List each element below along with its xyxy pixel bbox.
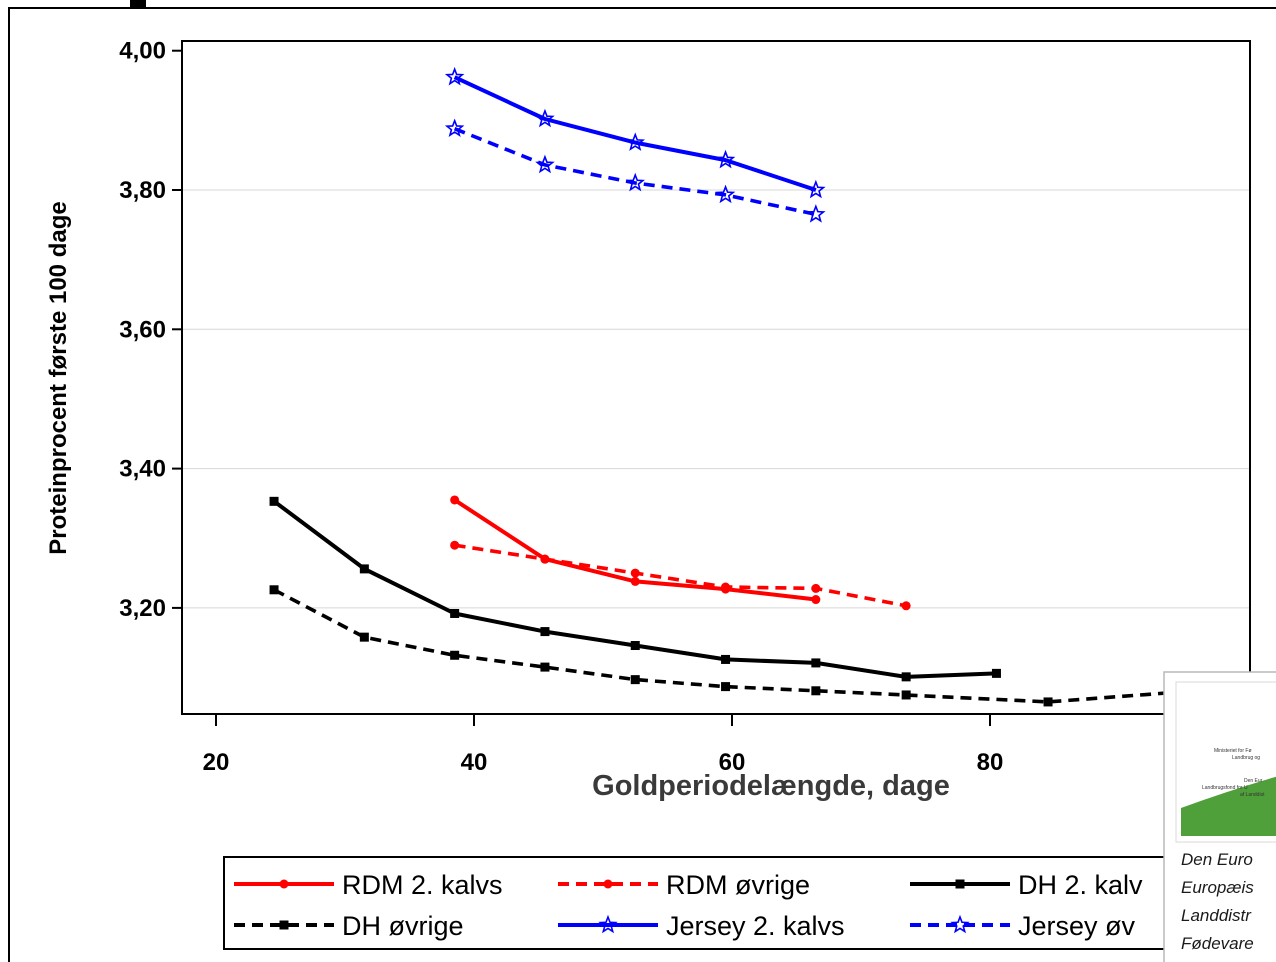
y-tick-label-1: 3,40 xyxy=(119,456,166,483)
data-point-3-7 xyxy=(901,690,911,700)
data-point-5-3 xyxy=(715,184,736,204)
overlay-text-4: Fødevare xyxy=(1181,934,1254,953)
logo-overlay: Ministeriet for Fø Landbrug og Den Eur L… xyxy=(1163,671,1276,962)
data-point-2-2 xyxy=(450,608,460,618)
overlay-text-1: Den Euro xyxy=(1181,850,1253,869)
data-point-1-0 xyxy=(450,540,460,550)
y-tick-label-2: 3,60 xyxy=(119,316,166,343)
logo-green-swoosh xyxy=(1181,776,1276,836)
data-point-0-2 xyxy=(630,576,640,586)
data-point-5-0 xyxy=(444,118,465,137)
x-tick-label-1: 40 xyxy=(461,749,488,776)
data-point-2-3 xyxy=(540,627,550,637)
data-point-2-5 xyxy=(721,654,731,664)
series-line-4 xyxy=(453,75,817,192)
legend-label-3: DH øvrige xyxy=(342,911,464,941)
data-point-3-8 xyxy=(1043,697,1053,707)
logo-line-2: Landbrug og xyxy=(1232,755,1260,761)
logo-line-3: Den Eur xyxy=(1244,778,1263,784)
data-point-1-5 xyxy=(901,601,911,611)
legend-item-1: RDM øvrige xyxy=(558,870,810,900)
legend-label-4: Jersey 2. kalvs xyxy=(666,911,845,941)
data-point-3-0 xyxy=(269,585,279,595)
data-point-4-4 xyxy=(806,179,826,199)
legend: RDM 2. kalvs RDM øvrige DH 2. kalv DH øvrig… xyxy=(234,870,1143,941)
legend-marker-1 xyxy=(603,879,613,889)
data-point-4-1 xyxy=(535,108,555,128)
series-line-3 xyxy=(273,588,1178,704)
logo-line-1: Ministeriet for Fø xyxy=(1214,748,1252,754)
data-point-2-1 xyxy=(359,564,369,574)
legend-item-3: DH øvrige xyxy=(234,911,464,941)
data-point-1-2 xyxy=(630,568,640,578)
data-point-2-8 xyxy=(991,668,1001,678)
legend-item-4: Jersey 2. kalvs xyxy=(558,911,845,941)
y-tick-label-4: 4,00 xyxy=(119,38,166,65)
x-tick-label-0: 20 xyxy=(203,749,230,776)
series-line-5 xyxy=(453,127,817,217)
data-point-2-7 xyxy=(901,672,911,682)
data-point-3-1 xyxy=(359,632,369,642)
data-point-1-1 xyxy=(540,554,550,564)
grid-lines xyxy=(183,189,1249,609)
x-axis: 20 40 60 80 xyxy=(203,714,1004,776)
data-point-5-2 xyxy=(625,172,645,192)
y-axis: 3,20 3,40 3,60 3,80 4,00 xyxy=(119,38,182,622)
y-tick-label-3: 3,80 xyxy=(119,177,166,204)
data-point-1-3 xyxy=(721,582,731,592)
data-point-3-6 xyxy=(811,686,821,696)
data-point-2-4 xyxy=(630,641,640,651)
data-point-4-0 xyxy=(444,66,465,86)
series-4 xyxy=(444,66,826,199)
data-point-2-0 xyxy=(269,496,279,506)
logo-line-5: af Landdist xyxy=(1240,792,1265,798)
legend-label-5: Jersey øv xyxy=(1018,911,1136,941)
data-point-3-3 xyxy=(540,662,550,672)
legend-marker-0 xyxy=(279,879,289,889)
legend-marker-3 xyxy=(279,920,289,930)
data-point-0-0 xyxy=(450,495,460,505)
series-line-1 xyxy=(454,543,907,608)
data-point-4-3 xyxy=(715,149,736,169)
series-3 xyxy=(269,585,1182,707)
plot-frame xyxy=(181,40,1251,715)
series-line-2 xyxy=(272,499,997,679)
overlay-text-2: Europæis xyxy=(1181,878,1254,897)
y-tick-label-0: 3,20 xyxy=(119,595,166,622)
series-1 xyxy=(450,540,911,611)
data-point-0-4 xyxy=(811,595,821,605)
x-axis-title: Goldperiodelængde, dage xyxy=(592,770,950,802)
x-tick-label-3: 80 xyxy=(977,749,1004,776)
data-point-3-4 xyxy=(630,675,640,685)
legend-label-2: DH 2. kalv xyxy=(1018,870,1143,900)
legend-marker-2 xyxy=(955,879,965,889)
legend-marker-5 xyxy=(950,914,970,934)
legend-item-2: DH 2. kalv xyxy=(910,870,1143,900)
data-point-1-4 xyxy=(811,583,821,593)
legend-item-5: Jersey øv xyxy=(910,911,1136,941)
data-point-4-2 xyxy=(625,132,646,151)
data-point-5-4 xyxy=(806,204,826,223)
legend-label-0: RDM 2. kalvs xyxy=(342,870,503,900)
legend-item-0: RDM 2. kalvs xyxy=(234,870,503,900)
y-axis-title: Proteinprocent første 100 dage xyxy=(45,201,72,554)
series-layer xyxy=(269,66,1182,707)
legend-marker-4 xyxy=(598,914,618,934)
data-point-3-5 xyxy=(721,682,731,692)
x-tick-label-2: 60 xyxy=(719,749,746,776)
outer-frame xyxy=(8,7,1276,962)
legend-box xyxy=(223,856,1225,950)
overlay-text-3: Landdistr xyxy=(1181,906,1252,925)
top-left-fragment xyxy=(130,0,146,8)
data-point-5-1 xyxy=(535,154,555,174)
data-point-3-2 xyxy=(450,650,460,660)
series-2 xyxy=(269,496,1001,682)
legend-label-1: RDM øvrige xyxy=(666,870,810,900)
data-point-2-6 xyxy=(811,658,821,668)
logo-line-4: Landbrugsfond for U xyxy=(1202,785,1248,791)
series-5 xyxy=(444,118,826,223)
